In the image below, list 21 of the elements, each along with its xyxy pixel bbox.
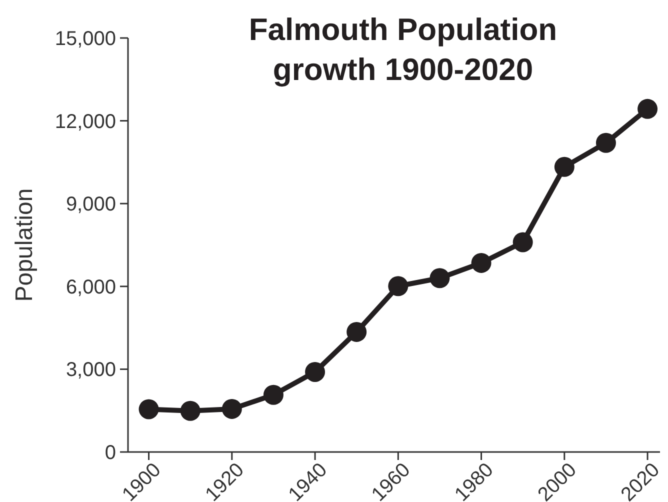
point bbox=[512, 232, 533, 252]
point bbox=[222, 398, 242, 419]
y-tick-label: 0 bbox=[104, 442, 116, 464]
point bbox=[263, 384, 284, 405]
y-tick-label: 3,000 bbox=[66, 359, 116, 382]
point bbox=[554, 156, 574, 177]
chart-title: Falmouth Population growth 1900-2020 bbox=[248, 12, 558, 87]
y-tick-label: 12,000 bbox=[54, 110, 116, 133]
point bbox=[180, 400, 200, 421]
y-tick-label: 15,000 bbox=[54, 28, 116, 50]
y-tick-label: 6,000 bbox=[66, 276, 116, 298]
y-tick-label: 9,000 bbox=[66, 194, 116, 216]
point bbox=[346, 322, 367, 342]
point bbox=[388, 276, 408, 296]
point bbox=[596, 132, 616, 153]
y-axis-title: Population bbox=[11, 188, 38, 302]
point bbox=[471, 252, 492, 273]
point bbox=[305, 362, 326, 382]
point bbox=[138, 399, 159, 420]
point bbox=[430, 268, 450, 288]
point bbox=[638, 98, 658, 119]
